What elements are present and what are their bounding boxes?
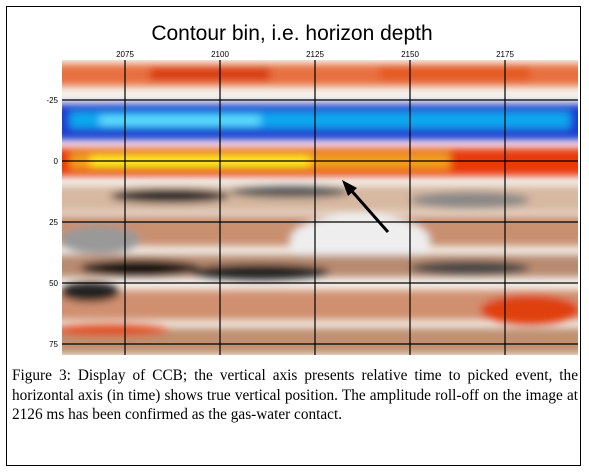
y-tick-label: 25 [49,218,58,227]
arrow [348,188,390,233]
arrow-head [342,180,357,196]
x-tick-label: 2175 [496,50,514,59]
y-tick-label: -25 [46,96,58,105]
y-tick-label: 50 [49,279,58,288]
seismic-image [62,60,578,355]
y-tick-label: 75 [49,340,58,349]
y-tick-label: 0 [54,157,59,166]
x-tick-label: 2100 [211,50,229,59]
x-tick-label: 2075 [116,50,134,59]
figure-frame [6,6,581,466]
x-tick-label: 2125 [306,50,324,59]
figure-title: Contour bin, i.e. horizon depth [151,22,432,45]
x-tick-label: 2150 [401,50,419,59]
grid [62,60,578,355]
figure-caption: Figure 3: Display of CCB; the vertical a… [12,367,578,424]
